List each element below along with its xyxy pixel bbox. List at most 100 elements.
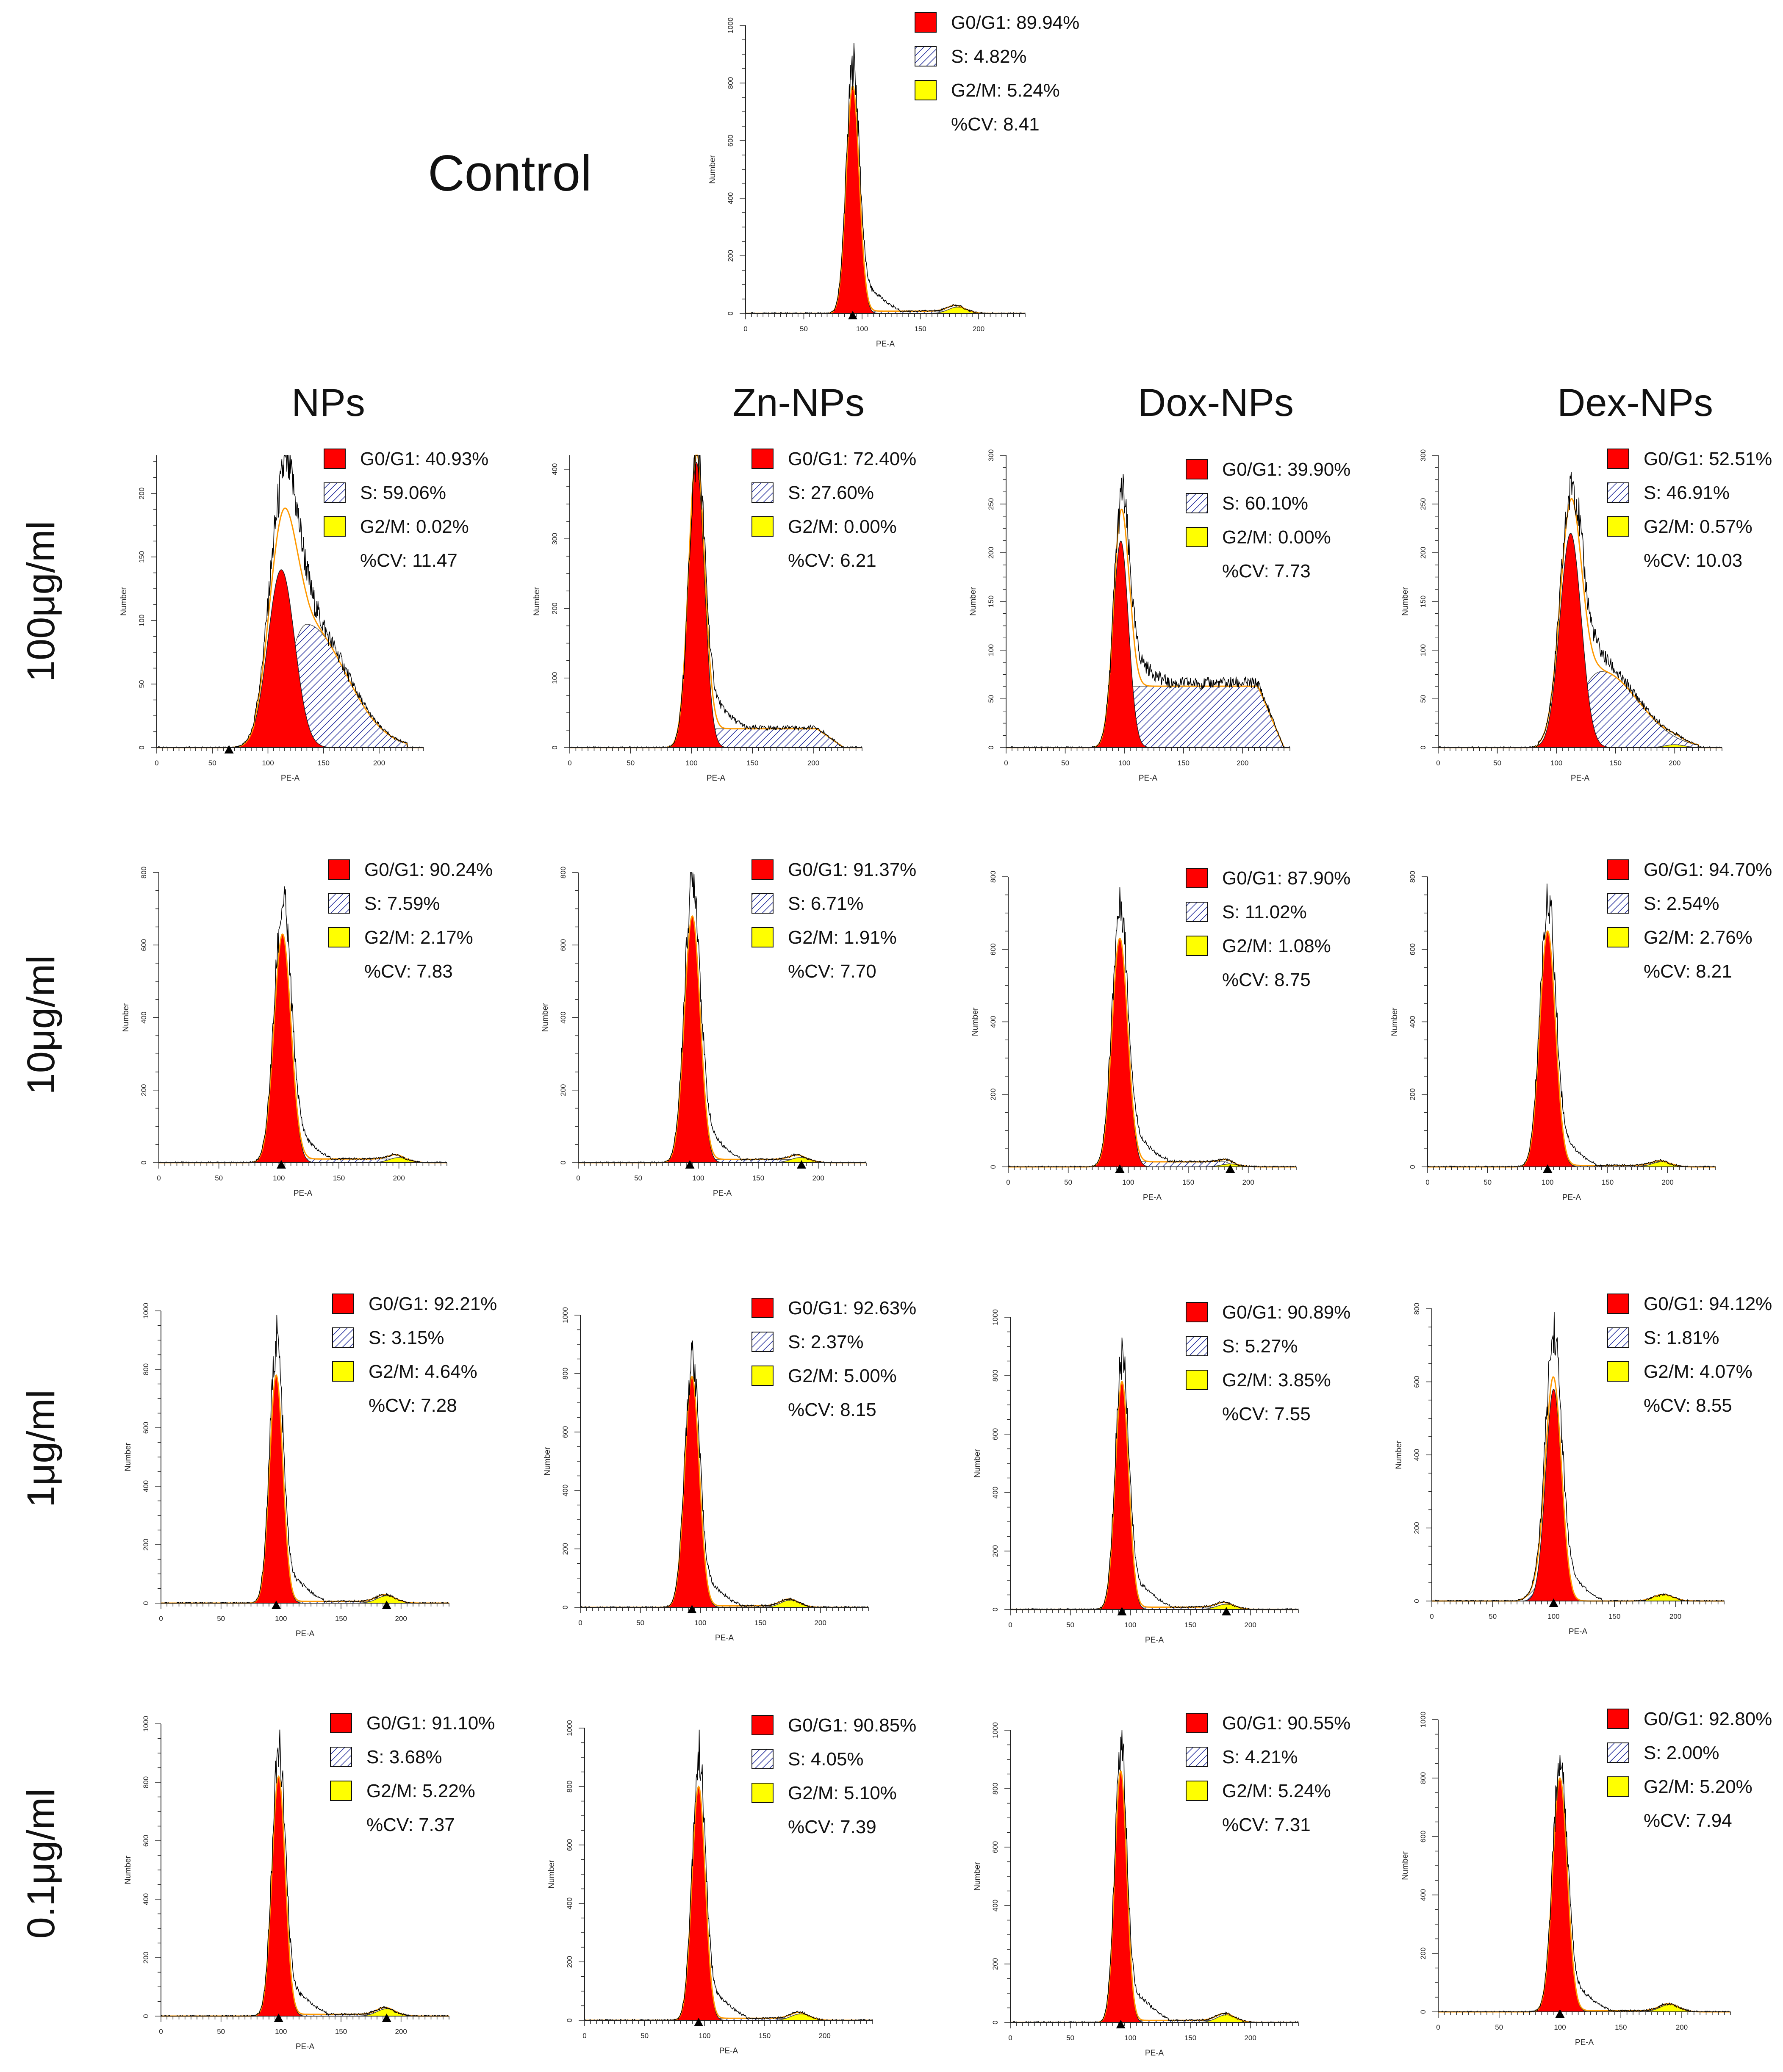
histogram-panel-r4c1: 0 50 100 150 200 0 200 400 600 800 1000 PE-A Number G… — [124, 1713, 495, 2051]
x-tick-label: 50 — [800, 325, 808, 333]
histogram-panels: 0 50 100 150 20002004006008001000PE-ANumberG… — [119, 12, 1772, 2058]
x-tick-label: 100 — [275, 1615, 287, 1623]
x-tick-label: 0 — [578, 1619, 582, 1627]
y-tick-label: 600 — [142, 1835, 150, 1847]
column-header-zn-nps: Zn-NPs — [732, 381, 865, 424]
y-tick-label: 600 — [561, 1426, 569, 1438]
x-tick-label: 50 — [215, 1174, 223, 1182]
x-tick-label: 150 — [333, 1174, 345, 1182]
y-tick-label: 800 — [1413, 1303, 1421, 1315]
y-tick-label: 250 — [1419, 498, 1427, 510]
legend-g0g1: G0/G1: 91.37% — [788, 859, 916, 880]
y-tick-label: 1000 — [561, 1307, 569, 1323]
y-tick-label: 0 — [566, 2018, 574, 2022]
model-fit-line — [578, 915, 866, 1163]
y-axis-title: Number — [543, 1447, 552, 1476]
y-tick-label: 0 — [991, 1607, 999, 1611]
y-tick-label: 150 — [138, 551, 146, 563]
y-axis-title: Number — [119, 587, 128, 616]
x-tick-label: 150 — [752, 1174, 764, 1182]
x-tick-label: 150 — [1178, 759, 1190, 767]
peak-marker — [382, 2014, 391, 2022]
legend-s: S: 59.06% — [360, 482, 446, 503]
y-tick-label: 600 — [991, 1841, 999, 1853]
raw-histogram-line — [1008, 887, 1297, 1168]
model-fit-line — [161, 1775, 449, 2017]
y-tick-label: 400 — [561, 1485, 569, 1496]
histogram-panel-r1c3: 0 50 100 150 200 0 50 100 150 200 250 300 PE-A Number… — [969, 449, 1350, 783]
g0g1-swatch — [751, 1715, 774, 1735]
x-tick-label: 0 — [568, 759, 571, 767]
peak-marker — [274, 2014, 283, 2022]
legend-g0g1: G0/G1: 94.12% — [1644, 1294, 1772, 1314]
x-tick-label: 200 — [1242, 1178, 1254, 1186]
x-tick-label: 50 — [217, 2028, 225, 2036]
legend-s: S: 4.21% — [1222, 1747, 1298, 1767]
legend-g2m: G2/M: 5.00% — [788, 1366, 897, 1386]
y-tick-label: 200 — [142, 1539, 150, 1551]
legend-g2m: G2/M: 5.22% — [366, 1781, 475, 1801]
g2m-swatch — [1607, 1776, 1629, 1797]
legend-s: S: 4.82% — [951, 46, 1027, 67]
g0g1-peak-area — [1010, 1770, 1298, 2023]
y-tick-label: 0 — [140, 1161, 148, 1164]
x-tick-label: 50 — [208, 759, 216, 767]
x-tick-label: 200 — [1661, 1178, 1673, 1186]
legend-cv: %CV: 8.15 — [788, 1399, 876, 1420]
x-tick-label: 150 — [1182, 1178, 1194, 1186]
legend-s: S: 3.68% — [366, 1747, 442, 1767]
legend: G0/G1: 90.55% S: 4.21% G2/M: 5.24% %CV: 7.3… — [1186, 1713, 1350, 1835]
legend-s: S: 6.71% — [788, 893, 864, 914]
x-tick-label: 200 — [818, 2032, 830, 2040]
s-swatch — [1186, 1747, 1208, 1767]
x-tick-label: 0 — [1004, 759, 1008, 767]
y-tick-label: 100 — [987, 644, 995, 656]
y-tick-label: 0 — [989, 1165, 997, 1169]
y-tick-label: 600 — [140, 939, 148, 951]
g0g1-swatch — [1607, 449, 1629, 469]
y-tick-label: 400 — [1409, 1016, 1417, 1028]
y-axis-title: Number — [1395, 1440, 1403, 1469]
g2m-swatch — [915, 80, 937, 100]
y-tick-label: 0 — [142, 1601, 150, 1605]
s-swatch — [1186, 902, 1208, 922]
y-tick-label: 600 — [566, 1839, 574, 1851]
x-tick-label: 100 — [856, 325, 868, 333]
x-tick-label: 150 — [1610, 759, 1622, 767]
histogram-panel-r1c2: 0 50 100 150 200 0 100 200 300 400 PE-A Number G0/G1… — [532, 449, 916, 783]
g0g1-swatch — [915, 12, 937, 33]
legend-g2m: G2/M: 0.00% — [1222, 527, 1331, 548]
y-tick-label: 200 — [551, 602, 559, 614]
peak-marker — [1222, 1607, 1231, 1615]
x-axis-title: PE-A — [1575, 2038, 1594, 2047]
row-header-100ug: 100μg/ml — [19, 521, 63, 682]
x-tick-label: 100 — [1124, 1621, 1136, 1629]
legend-s: S: 4.05% — [788, 1749, 864, 1770]
g2m-swatch — [1186, 936, 1208, 956]
g2m-swatch — [751, 927, 774, 947]
x-tick-label: 50 — [1484, 1178, 1492, 1186]
g0g1-swatch — [328, 859, 350, 880]
y-axis-title: Number — [973, 1449, 982, 1478]
y-tick-label: 200 — [991, 1545, 999, 1557]
legend-g0g1: G0/G1: 92.63% — [788, 1298, 916, 1319]
x-axis-title: PE-A — [294, 1189, 313, 1198]
legend: G0/G1: 92.21% S: 3.15% G2/M: 4.64% %CV: 7.2… — [332, 1294, 497, 1416]
histogram-panel-r1c1: 0 50 100 150 200 0 50 100 150 200 PE-A Number G0/G1:… — [119, 449, 488, 783]
y-tick-label: 300 — [987, 449, 995, 461]
x-tick-label: 0 — [582, 2032, 586, 2040]
y-tick-label: 0 — [1409, 1165, 1417, 1169]
y-tick-label: 1000 — [1419, 1712, 1427, 1728]
y-tick-label: 150 — [987, 596, 995, 607]
x-tick-label: 150 — [1602, 1178, 1614, 1186]
y-axis-title: Number — [532, 587, 541, 616]
y-axis-title: Number — [1390, 1007, 1399, 1036]
y-axis-title: Number — [547, 1860, 556, 1889]
legend: G0/G1: 89.94% S: 4.82% G2/M: 5.24% %CV: 8.4… — [915, 12, 1079, 135]
legend-s: S: 27.60% — [788, 482, 874, 503]
y-tick-label: 800 — [561, 1368, 569, 1379]
g2m-swatch — [1186, 527, 1208, 547]
g0g1-swatch — [751, 449, 774, 469]
x-tick-label: 0 — [1425, 1178, 1429, 1186]
x-tick-label: 50 — [1061, 759, 1069, 767]
